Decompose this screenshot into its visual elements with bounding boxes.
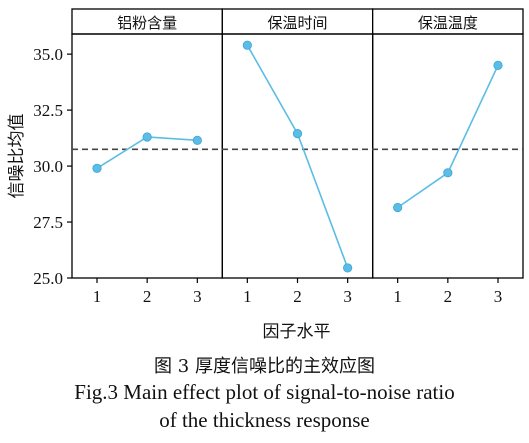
x-tick-label: 1: [393, 287, 402, 306]
figure-caption-cn: 图 3 厚度信噪比的主效应图: [154, 356, 375, 377]
y-tick-label: 30.0: [33, 157, 63, 176]
x-tick-label: 2: [293, 287, 302, 306]
figure-caption-en-line2: of the thickness response: [159, 408, 370, 432]
x-tick-label: 1: [93, 287, 102, 306]
y-tick-label: 32.5: [33, 101, 63, 120]
panel-header-label: 保温时间: [267, 14, 327, 32]
series-line: [246, 44, 349, 269]
data-point: [92, 163, 102, 173]
figure-caption-en-line1: Fig.3 Main effect plot of signal-to-nois…: [74, 380, 455, 404]
data-point: [242, 40, 252, 50]
x-tick-label: 3: [494, 287, 503, 306]
x-tick-label: 3: [343, 287, 352, 306]
x-tick-label: 2: [444, 287, 453, 306]
y-axis-label: 信噪比均值: [7, 114, 27, 199]
x-tick-label: 1: [243, 287, 252, 306]
panel-plot-box: [71, 33, 223, 279]
data-point: [192, 135, 202, 145]
panel-header-label: 保温温度: [418, 14, 478, 32]
panel-header-box: [71, 8, 223, 35]
data-point: [493, 60, 503, 70]
panel-header-label: 铝粉含量: [117, 14, 177, 32]
x-tick-label: 2: [143, 287, 152, 306]
series-line: [397, 65, 499, 209]
panel-plot-box: [221, 33, 374, 279]
main-effect-chart: 铝粉含量 保温时间 保温温度 25.0 27.5 30.0 32.5 35.0 信噪比均值 1 2 3…: [7, 8, 524, 342]
panel-plot-box: [372, 33, 524, 279]
x-tick-label: 3: [193, 287, 202, 306]
panel-header-box: [372, 8, 524, 35]
y-tick-label: 35.0: [33, 45, 63, 64]
data-point: [393, 202, 403, 213]
data-point: [292, 129, 303, 139]
y-tick-label: 27.5: [33, 213, 63, 232]
data-point: [443, 168, 453, 178]
y-tick-label: 25.0: [33, 269, 63, 288]
data-point: [142, 132, 152, 142]
data-point: [343, 263, 353, 273]
series-line: [96, 136, 198, 169]
x-axis-label: 因子水平: [263, 322, 331, 342]
